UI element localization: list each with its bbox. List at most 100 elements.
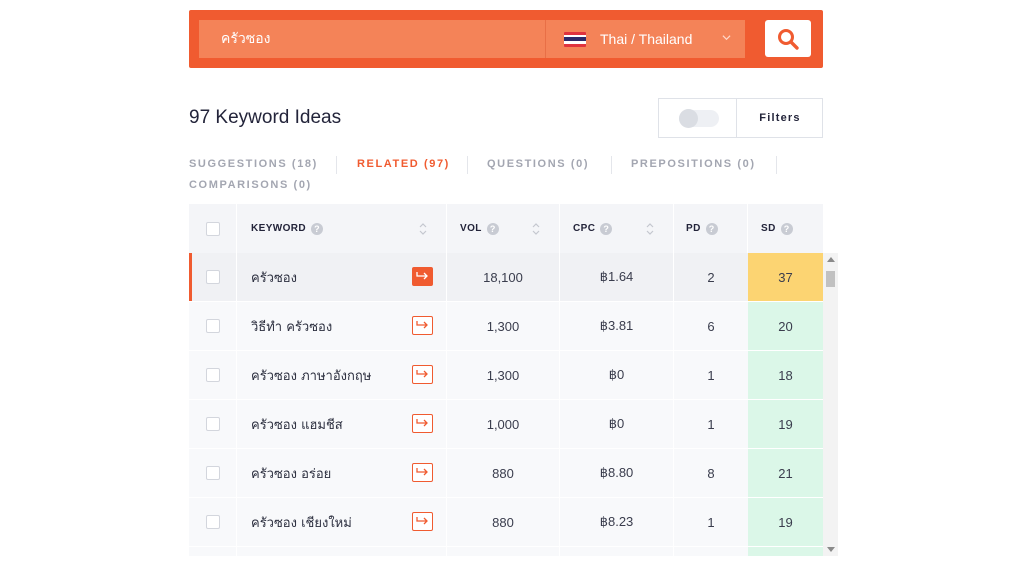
table-row[interactable]: ครัวซอง อร่อย 880 ฿8.80 8 21 (189, 449, 823, 497)
sort-icon[interactable] (532, 221, 540, 237)
keyword-cell: ครัวซอง เชียงใหม่ (251, 498, 352, 546)
table-row[interactable] (189, 547, 823, 556)
arrow-right-icon (416, 272, 428, 280)
help-icon[interactable]: ? (780, 222, 793, 235)
vol-cell: 880 (492, 514, 514, 530)
column-divider (559, 253, 560, 301)
tab-prepositions[interactable]: PREPOSITIONS (0) (631, 158, 756, 170)
thailand-flag-icon (564, 31, 586, 47)
pd-cell: 1 (707, 514, 715, 530)
column-divider (446, 302, 447, 350)
pd-cell: 6 (707, 318, 715, 334)
column-divider (673, 302, 674, 350)
keyword-cell: ครัวซอง (251, 253, 297, 301)
column-divider (673, 253, 674, 301)
search-bar: Thai / Thailand (189, 10, 823, 68)
row-checkbox-cell (206, 400, 220, 448)
open-keyword-button[interactable] (412, 316, 433, 335)
column-header-keyword[interactable]: KEYWORD ? (251, 204, 324, 253)
keyword-text: ครัวซอง เชียงใหม่ (251, 515, 352, 531)
help-icon[interactable]: ? (705, 222, 718, 235)
open-keyword-button[interactable] (412, 414, 433, 433)
column-divider (673, 400, 674, 448)
help-icon[interactable]: ? (600, 222, 613, 235)
column-header-cpc[interactable]: CPC ? (573, 204, 613, 253)
open-keyword-button[interactable] (412, 365, 433, 384)
scroll-down-arrow-icon[interactable] (827, 547, 835, 552)
search-button[interactable] (765, 20, 811, 57)
column-divider (559, 302, 560, 350)
sort-icon[interactable] (646, 221, 654, 237)
table-row[interactable]: ครัวซอง เชียงใหม่ 880 ฿8.23 1 19 (189, 498, 823, 546)
keyword-table: KEYWORD ? VOL ? CPC ? PD ? SD ? (189, 204, 823, 556)
help-icon[interactable]: ? (486, 222, 499, 235)
tab-divider (467, 156, 468, 174)
row-background (189, 351, 748, 399)
column-divider (446, 547, 447, 556)
column-divider (236, 498, 237, 546)
cpc-cell: ฿8.23 (599, 514, 634, 529)
toggle-area (659, 99, 737, 137)
toggle-switch[interactable] (679, 109, 719, 128)
scroll-up-arrow-icon[interactable] (827, 257, 835, 262)
tab-divider (611, 156, 612, 174)
table-row[interactable]: ครัวซอง ภาษาอังกฤษ 1,300 ฿0 1 18 (189, 351, 823, 399)
tab-suggestions[interactable]: SUGGESTIONS (18) (189, 158, 318, 170)
language-select[interactable]: Thai / Thailand (545, 20, 745, 58)
vol-header-label: VOL (460, 223, 482, 234)
tab-comparisons[interactable]: COMPARISONS (0) (189, 179, 312, 191)
keyword-text: ครัวซอง แฮมชีส (251, 417, 343, 433)
column-divider (236, 547, 237, 556)
arrow-right-icon (416, 370, 428, 378)
row-checkbox[interactable] (206, 319, 220, 333)
row-background (189, 547, 748, 556)
column-divider (559, 351, 560, 399)
row-checkbox[interactable] (206, 515, 220, 529)
sd-cell: 18 (748, 351, 823, 399)
open-keyword-button[interactable] (412, 463, 433, 482)
table-row[interactable]: ครัวซอง 18,100 ฿1.64 2 37 (189, 253, 823, 301)
scroll-thumb[interactable] (826, 271, 835, 287)
vol-cell: 18,100 (483, 269, 523, 285)
column-header-pd[interactable]: PD ? (686, 204, 718, 253)
column-header-vol[interactable]: VOL ? (460, 204, 499, 253)
table-row[interactable]: วิธีทำ ครัวซอง 1,300 ฿3.81 6 20 (189, 302, 823, 350)
column-divider (236, 253, 237, 301)
vol-cell: 1,000 (486, 416, 520, 432)
sd-cell (748, 547, 823, 556)
selected-row-indicator (189, 253, 192, 301)
column-divider (446, 498, 447, 546)
column-header-sd[interactable]: SD ? (761, 204, 793, 253)
row-checkbox[interactable] (206, 466, 220, 480)
table-row[interactable]: ครัวซอง แฮมชีส 1,000 ฿0 1 19 (189, 400, 823, 448)
pd-header-label: PD (686, 223, 701, 234)
help-icon[interactable]: ? (311, 222, 324, 235)
keyword-cell: วิธีทำ ครัวซอง (251, 302, 332, 350)
row-checkbox-cell (206, 302, 220, 350)
sd-header-label: SD (761, 223, 776, 234)
column-divider (673, 449, 674, 497)
select-all-checkbox[interactable] (206, 221, 220, 236)
row-checkbox-cell (206, 351, 220, 399)
open-keyword-button[interactable] (412, 267, 433, 286)
language-label: Thai / Thailand (600, 31, 693, 47)
magnifier-icon (778, 28, 799, 50)
tab-related[interactable]: RELATED (97) (357, 158, 450, 170)
column-divider (446, 400, 447, 448)
open-keyword-button[interactable] (412, 512, 433, 531)
row-background (189, 498, 748, 546)
row-checkbox[interactable] (206, 270, 220, 284)
keyword-cell: ครัวซอง แฮมชีส (251, 400, 343, 448)
column-divider (559, 400, 560, 448)
row-background (189, 400, 748, 448)
sort-icon[interactable] (419, 221, 427, 237)
table-scrollbar[interactable] (823, 253, 838, 556)
row-checkbox[interactable] (206, 368, 220, 382)
row-checkbox[interactable] (206, 417, 220, 431)
tab-questions[interactable]: QUESTIONS (0) (487, 158, 590, 170)
tab-divider (776, 156, 777, 174)
keyword-cell: ครัวซอง ภาษาอังกฤษ (251, 351, 371, 399)
filters-button[interactable]: Filters (759, 112, 801, 124)
vol-cell: 1,300 (486, 318, 520, 334)
vol-cell: 880 (492, 465, 514, 481)
